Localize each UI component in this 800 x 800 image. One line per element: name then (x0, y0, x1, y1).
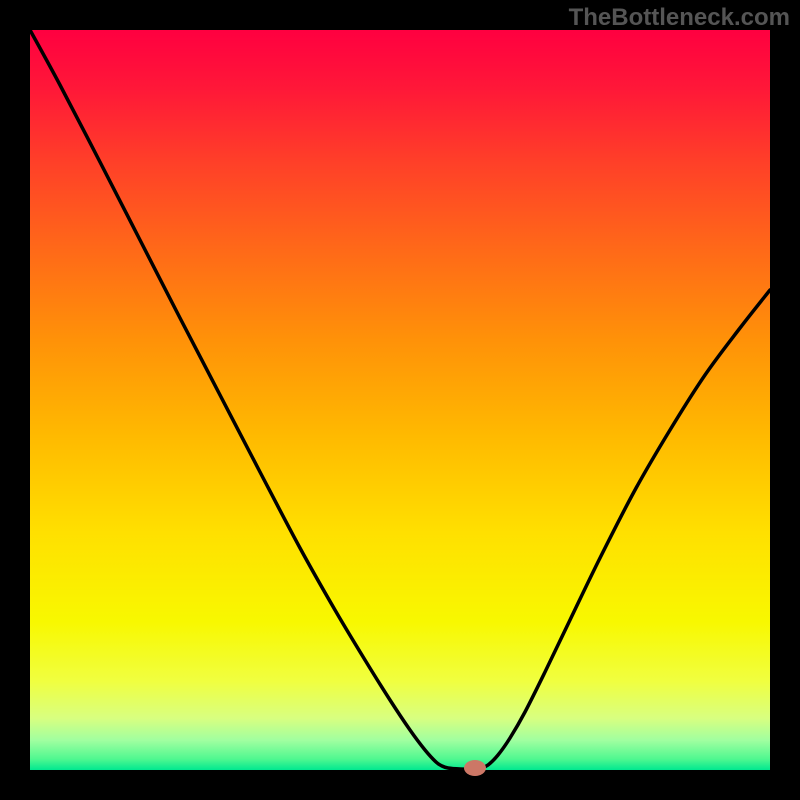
chart-svg (0, 0, 800, 800)
bottleneck-chart (0, 0, 800, 800)
watermark-text: TheBottleneck.com (569, 4, 790, 32)
optimum-marker (464, 760, 486, 776)
plot-area (30, 30, 770, 770)
